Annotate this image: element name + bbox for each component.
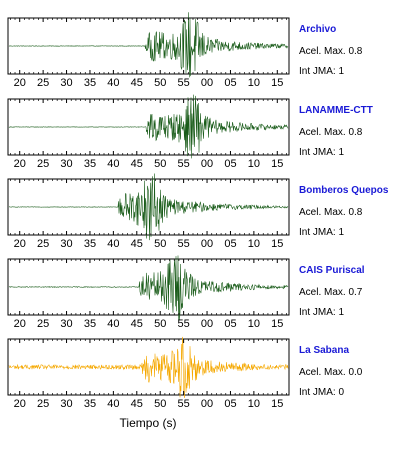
station-name: Archivo: [299, 24, 336, 35]
x-tick-label: 55: [178, 238, 190, 250]
panel-frame: [7, 258, 290, 316]
station-name: La Sabana: [299, 345, 349, 356]
x-tick-label: 35: [84, 158, 96, 170]
x-tick-label: 50: [154, 158, 166, 170]
jma-intensity-label: Int JMA: 1: [299, 147, 344, 158]
x-tick-label: 45: [131, 77, 143, 89]
jma-intensity-label: Int JMA: 0: [299, 387, 344, 398]
jma-intensity-label: Int JMA: 1: [299, 227, 344, 238]
station-name: CAIS Puriscal: [299, 265, 365, 276]
x-tick-label: 20: [14, 398, 26, 410]
accel-max-label: Acel. Max. 0.8: [299, 127, 363, 138]
x-tick-label: 30: [60, 77, 72, 89]
x-axis-title: Tiempo (s): [120, 416, 177, 430]
x-tick-label: 20: [14, 77, 26, 89]
x-tick-label: 15: [271, 77, 283, 89]
x-tick-label: 10: [248, 238, 260, 250]
x-tick-label: 00: [201, 238, 213, 250]
x-tick-label: 30: [60, 318, 72, 330]
panel-frame: [7, 98, 290, 156]
x-tick-label: 25: [37, 398, 49, 410]
accel-max-label: Acel. Max. 0.0: [299, 367, 363, 378]
x-tick-label: 45: [131, 238, 143, 250]
x-tick-label: 40: [107, 318, 119, 330]
accel-max-label: Acel. Max. 0.8: [299, 46, 363, 57]
x-tick-label: 05: [224, 238, 236, 250]
x-tick-label: 55: [178, 318, 190, 330]
x-tick-label: 45: [131, 158, 143, 170]
x-tick-label: 35: [84, 318, 96, 330]
x-tick-label: 35: [84, 238, 96, 250]
x-tick-label: 00: [201, 158, 213, 170]
x-tick-label: 50: [154, 77, 166, 89]
waveform-trace: [8, 173, 289, 241]
jma-intensity-label: Int JMA: 1: [299, 66, 344, 77]
x-tick-label: 40: [107, 398, 119, 410]
panel-frame: [7, 338, 290, 396]
x-tick-label: 05: [224, 158, 236, 170]
x-tick-label: 35: [84, 77, 96, 89]
x-tick-label: 55: [178, 158, 190, 170]
x-tick-label: 05: [224, 398, 236, 410]
jma-intensity-label: Int JMA: 1: [299, 307, 344, 318]
accel-max-label: Acel. Max. 0.7: [299, 287, 363, 298]
x-tick-label: 45: [131, 398, 143, 410]
waveform-trace: [8, 255, 289, 321]
x-tick-label: 15: [271, 318, 283, 330]
waveform-trace: [8, 336, 289, 399]
x-tick-label: 40: [107, 238, 119, 250]
x-tick-label: 00: [201, 398, 213, 410]
x-tick-label: 40: [107, 77, 119, 89]
panel-frame: [7, 178, 290, 236]
x-tick-label: 50: [154, 238, 166, 250]
x-tick-label: 20: [14, 318, 26, 330]
x-tick-label: 10: [248, 318, 260, 330]
station-name: LANAMME-CTT: [299, 105, 373, 116]
x-tick-label: 15: [271, 238, 283, 250]
x-tick-label: 00: [201, 318, 213, 330]
x-tick-label: 55: [178, 398, 190, 410]
x-tick-label: 40: [107, 158, 119, 170]
x-tick-label: 55: [178, 77, 190, 89]
x-tick-label: 25: [37, 77, 49, 89]
x-tick-label: 45: [131, 318, 143, 330]
station-name: Bomberos Quepos: [299, 185, 389, 196]
x-tick-label: 25: [37, 238, 49, 250]
x-tick-label: 20: [14, 238, 26, 250]
x-tick-label: 00: [201, 77, 213, 89]
x-tick-label: 30: [60, 158, 72, 170]
x-tick-label: 30: [60, 398, 72, 410]
x-tick-label: 50: [154, 398, 166, 410]
x-tick-label: 30: [60, 238, 72, 250]
waveform-trace: [8, 94, 289, 159]
x-tick-label: 25: [37, 158, 49, 170]
accel-max-label: Acel. Max. 0.8: [299, 207, 363, 218]
x-tick-label: 10: [248, 398, 260, 410]
x-tick-label: 10: [248, 77, 260, 89]
panel-frame: [7, 17, 290, 75]
x-tick-label: 05: [224, 318, 236, 330]
x-tick-label: 15: [271, 398, 283, 410]
waveform-trace: [8, 12, 289, 78]
x-tick-label: 35: [84, 398, 96, 410]
x-tick-label: 25: [37, 318, 49, 330]
x-tick-label: 15: [271, 158, 283, 170]
x-tick-label: 10: [248, 158, 260, 170]
x-tick-label: 05: [224, 77, 236, 89]
x-tick-label: 20: [14, 158, 26, 170]
x-tick-label: 50: [154, 318, 166, 330]
